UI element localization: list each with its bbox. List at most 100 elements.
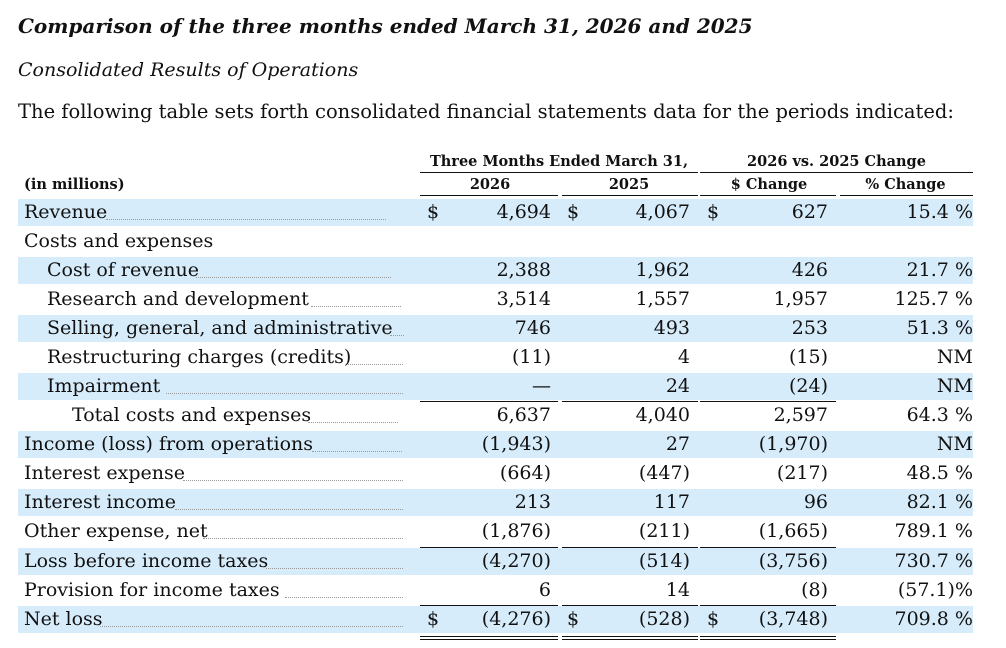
row-label: Interest income [24,491,177,513]
section-heading: Comparison of the three months ended Mar… [18,14,753,38]
cell-dollar-change: 2,597 [773,404,828,426]
cell-percent-change: NM [936,433,973,455]
leader-dots [308,422,398,423]
leader-dots [100,626,403,627]
cell-2026: 2,388 [496,259,551,281]
cell-2025: (528) [638,608,690,630]
leader-dots [106,219,386,220]
leader-dots [183,480,403,481]
cell-percent-change: 15.4 % [906,201,973,223]
cell-2025: (514) [638,550,690,572]
cell-2026: 213 [514,491,551,513]
cell-2025: 27 [665,433,690,455]
leader-dots [390,335,404,336]
total-rule-2026 [420,605,558,606]
cell-dollar-change: (24) [788,375,828,397]
row-label: Loss before income taxes [24,550,269,572]
cell-2026: (1,943) [481,433,551,455]
subtotal-rule-2025 [562,401,698,402]
cell-2026: (4,276) [481,608,551,630]
table-row-impairment: Impairment — 24 (24) NM [18,373,973,400]
leader-dots [348,364,403,365]
group-header-period: Three Months Ended March 31, [429,153,689,170]
cell-dollar-change: (3,748) [758,608,828,630]
header-rule-percent [840,195,973,196]
cell-2025: (211) [638,520,690,542]
cell-2025: 1,962 [635,259,690,281]
cell-2026: — [532,375,551,397]
section-subheading: Consolidated Results of Operations [18,59,359,81]
cell-percent-change: 51.3 % [906,317,973,339]
subtotal-rule-dollar [700,401,836,402]
group-rule-change [700,172,973,173]
row-label: Provision for income taxes [24,579,280,601]
double-rule-dollar [700,636,836,640]
currency-symbol: $ [567,608,580,630]
cell-percent-change: 125.7 % [894,288,974,310]
subtotal-rule-dollar [700,547,836,548]
cell-2025: 1,557 [635,288,690,310]
cell-2026: (1,876) [481,520,551,542]
table-row-net-loss: Net loss $ (4,276) $ (528) $ (3,748) 709… [18,606,973,633]
double-rule-2026 [420,636,558,640]
leader-dots [311,306,401,307]
header-rule-dollar [700,195,836,196]
cell-2026: 6,637 [496,404,551,426]
header-rule-2026 [420,195,558,196]
leader-dots [285,597,403,598]
currency-symbol: $ [567,201,580,223]
cell-dollar-change: 96 [803,491,828,513]
cell-2025: 4,040 [635,404,690,426]
cell-2026: (4,270) [481,550,551,572]
cell-2025: 24 [665,375,690,397]
subtotal-rule-2025 [562,547,698,548]
row-label: Income (loss) from operations [24,433,314,455]
cell-percent-change: 730.7 % [894,550,974,572]
cell-dollar-change: 253 [791,317,828,339]
unit-label: (in millions) [24,176,125,193]
row-label: Other expense, net [24,520,208,542]
leader-dots [166,393,403,394]
subtotal-rule-2026 [420,401,558,402]
cell-percent-change: 48.5 % [906,462,973,484]
cell-percent-change: 21.7 % [906,259,973,281]
row-label: Research and development [47,288,309,310]
total-rule-2025 [562,605,698,606]
row-label: Impairment [47,375,161,397]
cell-2025: 117 [653,491,690,513]
table-row-provision-for-income-taxes: Provision for income taxes 6 14 (8) (57.… [18,577,973,604]
cell-percent-change: 789.1 % [894,520,974,542]
currency-symbol: $ [707,608,720,630]
cell-2025: 4,067 [635,201,690,223]
leader-dots [266,568,403,569]
table-row-research-and-development: Research and development 3,514 1,557 1,9… [18,286,973,313]
cell-percent-change: 64.3 % [906,404,973,426]
double-rule-2025 [562,636,698,640]
cell-2025: 493 [653,317,690,339]
currency-symbol: $ [427,608,440,630]
table-row-loss-before-income-taxes: Loss before income taxes (4,270) (514) (… [18,548,973,575]
column-header-dollar-change: $ Change [730,176,808,193]
leader-dots [203,538,403,539]
cell-2026: 4,694 [496,201,551,223]
table-row-other-expense-net: Other expense, net (1,876) (211) (1,665)… [18,518,973,545]
table-row-selling-general-administrative: Selling, general, and administrative 746… [18,315,973,342]
column-header-2025: 2025 [608,176,650,193]
cell-dollar-change: 627 [791,201,828,223]
cell-percent-change: NM [936,375,973,397]
cell-2026: (11) [511,346,551,368]
intro-paragraph: The following table sets forth consolida… [18,100,954,123]
currency-symbol: $ [427,201,440,223]
row-label: Interest expense [24,462,185,484]
header-rule-2025 [562,195,698,196]
cell-2025: 14 [665,579,690,601]
cell-2026: 746 [514,317,551,339]
cell-dollar-change: (1,665) [758,520,828,542]
row-label: Revenue [24,201,108,223]
table-row-restructuring-charges: Restructuring charges (credits) (11) 4 (… [18,344,973,371]
cell-dollar-change: (15) [788,346,828,368]
leader-dots [312,451,402,452]
group-rule-period [420,172,698,173]
column-header-2026: 2026 [469,176,511,193]
row-label: Restructuring charges (credits) [47,346,352,368]
